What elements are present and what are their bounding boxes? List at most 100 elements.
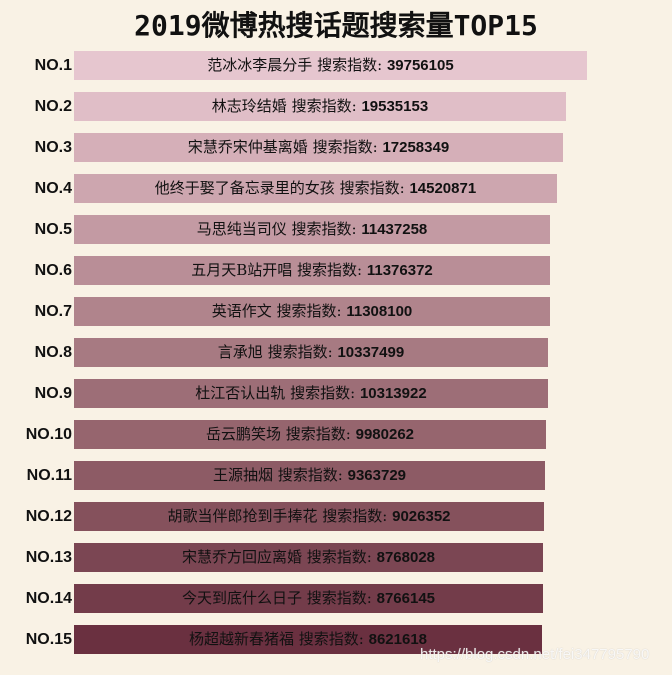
topic-text: 胡歌当伴郎抢到手捧花 — [167, 507, 318, 525]
bar-row: NO.13 宋慧乔方回应离婚 搜索指数: 8768028 — [0, 543, 672, 572]
search-index-value: 8768028 — [376, 549, 436, 566]
rank-label: NO.1 — [34, 57, 72, 74]
rank-label: NO.4 — [34, 180, 72, 197]
topic-text: 王源抽烟 — [212, 466, 273, 484]
metric-label: 搜索指数: — [277, 466, 343, 484]
bar: 杜江否认出轨 搜索指数: 10313922 — [74, 379, 548, 408]
metric-label: 搜索指数: — [312, 138, 378, 156]
metric-label: 搜索指数: — [298, 630, 364, 648]
search-index-value: 11376372 — [366, 262, 433, 279]
search-index-value: 10313922 — [359, 385, 427, 402]
metric-label: 搜索指数: — [290, 384, 356, 402]
bar-row: NO.15 杨超越新春猪福 搜索指数: 8621618 — [0, 625, 672, 654]
bar-row: NO.1 范冰冰李晨分手 搜索指数: 39756105 — [0, 51, 672, 80]
topic-text: 宋慧乔宋仲基离婚 — [187, 138, 308, 156]
metric-label: 搜索指数: — [322, 507, 388, 525]
rank-label: NO.11 — [26, 467, 72, 484]
search-index-value: 9980262 — [355, 426, 415, 443]
topic-text: 林志玲结婚 — [211, 97, 287, 115]
bar: 宋慧乔宋仲基离婚 搜索指数: 17258349 — [74, 133, 563, 162]
search-index-value: 9363729 — [347, 467, 407, 484]
search-index-value: 8621618 — [368, 631, 428, 648]
bar-label: 马思纯当司仪 搜索指数: 11437258 — [74, 215, 550, 244]
rank-label: NO.6 — [34, 262, 72, 279]
search-index-value: 11437258 — [361, 221, 428, 238]
topic-text: 他终于娶了备忘录里的女孩 — [154, 179, 335, 197]
bar-row: NO.5 马思纯当司仪 搜索指数: 11437258 — [0, 215, 672, 244]
bar: 他终于娶了备忘录里的女孩 搜索指数: 14520871 — [74, 174, 557, 203]
topic-text: 英语作文 — [211, 302, 272, 320]
bar-label: 杜江否认出轨 搜索指数: 10313922 — [74, 379, 548, 408]
rank-label: NO.8 — [34, 344, 72, 361]
metric-label: 搜索指数: — [291, 220, 357, 238]
bar-row: NO.2 林志玲结婚 搜索指数: 19535153 — [0, 92, 672, 121]
bar: 林志玲结婚 搜索指数: 19535153 — [74, 92, 566, 121]
bar-row: NO.12 胡歌当伴郎抢到手捧花 搜索指数: 9026352 — [0, 502, 672, 531]
topic-text: 言承旭 — [217, 343, 263, 361]
rank-label: NO.14 — [25, 590, 72, 607]
bar: 宋慧乔方回应离婚 搜索指数: 8768028 — [74, 543, 543, 572]
bar-label: 范冰冰李晨分手 搜索指数: 39756105 — [74, 51, 587, 80]
bar-row: NO.10 岳云鹏笑场 搜索指数: 9980262 — [0, 420, 672, 449]
rank-label: NO.12 — [25, 508, 72, 525]
topic-text: 今天到底什么日子 — [181, 589, 302, 607]
bar-label: 今天到底什么日子 搜索指数: 8766145 — [74, 584, 543, 613]
bar-label: 林志玲结婚 搜索指数: 19535153 — [74, 92, 566, 121]
metric-label: 搜索指数: — [297, 261, 363, 279]
bar: 五月天B站开唱 搜索指数: 11376372 — [74, 256, 550, 285]
bar-row: NO.11 王源抽烟 搜索指数: 9363729 — [0, 461, 672, 490]
bar: 胡歌当伴郎抢到手捧花 搜索指数: 9026352 — [74, 502, 544, 531]
metric-label: 搜索指数: — [339, 179, 405, 197]
bar: 言承旭 搜索指数: 10337499 — [74, 338, 548, 367]
bar-row: NO.7 英语作文 搜索指数: 11308100 — [0, 297, 672, 326]
bar-row: NO.6 五月天B站开唱 搜索指数: 11376372 — [0, 256, 672, 285]
bar: 王源抽烟 搜索指数: 9363729 — [74, 461, 545, 490]
bar-label: 宋慧乔宋仲基离婚 搜索指数: 17258349 — [74, 133, 563, 162]
topic-text: 宋慧乔方回应离婚 — [181, 548, 302, 566]
bar-label: 五月天B站开唱 搜索指数: 11376372 — [74, 256, 550, 285]
bar-label: 杨超越新春猪福 搜索指数: 8621618 — [74, 625, 542, 654]
metric-label: 搜索指数: — [291, 97, 357, 115]
rank-label: NO.9 — [34, 385, 72, 402]
metric-label: 搜索指数: — [317, 56, 383, 74]
topic-text: 马思纯当司仪 — [196, 220, 287, 238]
bar-row: NO.4 他终于娶了备忘录里的女孩 搜索指数: 14520871 — [0, 174, 672, 203]
metric-label: 搜索指数: — [306, 589, 372, 607]
bar-row: NO.3 宋慧乔宋仲基离婚 搜索指数: 17258349 — [0, 133, 672, 162]
bar: 英语作文 搜索指数: 11308100 — [74, 297, 550, 326]
bar: 岳云鹏笑场 搜索指数: 9980262 — [74, 420, 546, 449]
topic-text: 五月天B站开唱 — [191, 261, 293, 279]
metric-label: 搜索指数: — [267, 343, 333, 361]
metric-label: 搜索指数: — [306, 548, 372, 566]
topic-text: 杜江否认出轨 — [195, 384, 286, 402]
bar-label: 言承旭 搜索指数: 10337499 — [74, 338, 548, 367]
search-index-value: 11308100 — [346, 303, 413, 320]
bar-label: 王源抽烟 搜索指数: 9363729 — [74, 461, 545, 490]
search-index-value: 19535153 — [361, 98, 429, 115]
bar-label: 英语作文 搜索指数: 11308100 — [74, 297, 550, 326]
bar-label: 胡歌当伴郎抢到手捧花 搜索指数: 9026352 — [74, 502, 544, 531]
search-index-value: 17258349 — [382, 139, 450, 156]
search-index-value: 14520871 — [409, 180, 477, 197]
bar: 范冰冰李晨分手 搜索指数: 39756105 — [74, 51, 587, 80]
watermark: https://blog.csdn.net/fei347795790 — [420, 646, 650, 663]
rank-label: NO.3 — [34, 139, 72, 156]
bar-row: NO.9 杜江否认出轨 搜索指数: 10313922 — [0, 379, 672, 408]
rank-label: NO.13 — [25, 549, 72, 566]
rank-label: NO.10 — [25, 426, 72, 443]
topic-text: 范冰冰李晨分手 — [207, 56, 313, 74]
bar-label: 岳云鹏笑场 搜索指数: 9980262 — [74, 420, 546, 449]
rank-label: NO.5 — [34, 221, 72, 238]
search-index-value: 39756105 — [386, 57, 454, 74]
bar-row: NO.14 今天到底什么日子 搜索指数: 8766145 — [0, 584, 672, 613]
chart-title: 2019微博热搜话题搜索量TOP15 — [134, 9, 538, 42]
search-index-value: 10337499 — [337, 344, 405, 361]
metric-label: 搜索指数: — [276, 302, 342, 320]
rank-label: NO.7 — [34, 303, 72, 320]
bar: 马思纯当司仪 搜索指数: 11437258 — [74, 215, 550, 244]
topic-text: 岳云鹏笑场 — [205, 425, 281, 443]
rank-label: NO.2 — [34, 98, 72, 115]
search-index-value: 8766145 — [376, 590, 436, 607]
bar-label: 他终于娶了备忘录里的女孩 搜索指数: 14520871 — [74, 174, 557, 203]
bar-row: NO.8 言承旭 搜索指数: 10337499 — [0, 338, 672, 367]
